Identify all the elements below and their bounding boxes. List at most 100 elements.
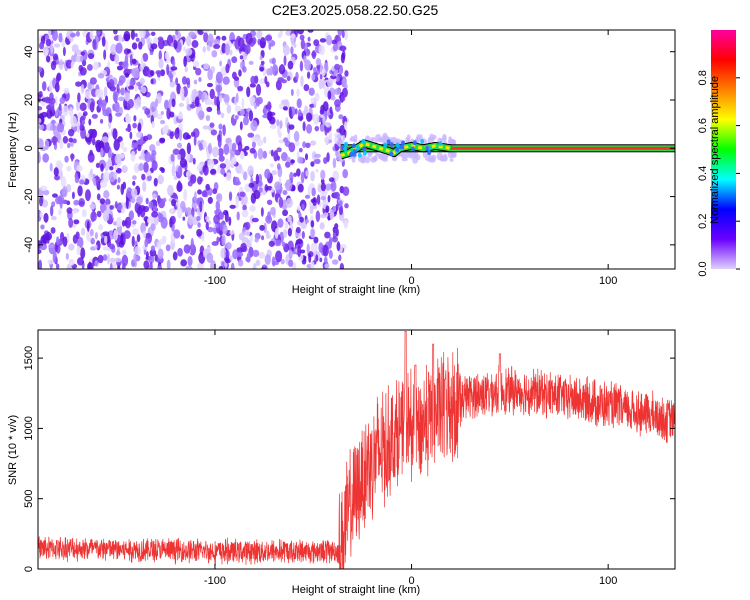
noise-blob — [182, 216, 186, 221]
noise-blob — [288, 142, 296, 153]
noise-blob — [260, 207, 264, 217]
transition-hot-blob — [401, 140, 406, 146]
noise-blob — [296, 98, 302, 109]
noise-blob — [310, 97, 315, 104]
noise-blob — [302, 256, 307, 262]
transition-hot-blob — [362, 150, 367, 156]
noise-blob — [304, 59, 312, 71]
noise-blob — [328, 238, 333, 249]
noise-blob — [311, 50, 317, 60]
colorbar-tick-label: 0.4 — [697, 166, 709, 181]
noise-blob — [282, 190, 288, 196]
noise-blob — [121, 165, 128, 174]
noise-blob — [165, 244, 171, 252]
noise-blob — [68, 243, 75, 251]
noise-blob — [159, 138, 165, 144]
noise-blob — [259, 37, 267, 49]
noise-blob — [327, 194, 331, 203]
noise-blob — [151, 160, 158, 171]
noise-blob — [279, 30, 283, 37]
noise-blob — [52, 60, 57, 66]
noise-blob — [216, 110, 221, 115]
transition-hot-blob — [395, 146, 400, 152]
noise-blob — [102, 210, 110, 222]
noise-blob — [140, 222, 147, 234]
noise-blob — [258, 187, 263, 193]
noise-blob — [336, 75, 340, 83]
noise-blob — [87, 53, 95, 60]
noise-blob — [216, 192, 223, 203]
noise-blob — [207, 142, 212, 155]
y-tick-label: 500 — [23, 490, 35, 508]
noise-blob — [344, 121, 348, 131]
noise-blob — [342, 168, 349, 179]
noise-blob — [223, 143, 230, 156]
noise-blob — [150, 31, 156, 36]
noise-blob — [250, 75, 256, 85]
noise-blob — [337, 30, 343, 36]
noise-blob — [205, 99, 213, 106]
noise-blob — [270, 206, 276, 216]
noise-blob — [98, 97, 103, 109]
spectrogram-ylabel: Frequency (Hz) — [7, 112, 19, 188]
noise-blob — [144, 151, 152, 163]
noise-blob — [229, 204, 237, 209]
noise-blob — [80, 51, 86, 56]
noise-blob — [253, 189, 261, 200]
noise-blob — [295, 239, 303, 245]
noise-blob — [38, 248, 42, 255]
transition-blob — [364, 156, 371, 164]
y-tick-label: -20 — [23, 189, 35, 205]
noise-blob — [147, 217, 151, 224]
noise-blob — [138, 162, 144, 171]
transition-blob — [342, 135, 346, 141]
noise-blob — [319, 109, 325, 115]
noise-blob — [139, 77, 145, 85]
noise-blob — [51, 193, 58, 198]
transition-hot-blob — [389, 151, 394, 157]
noise-blob — [132, 122, 137, 129]
noise-blob — [336, 241, 341, 252]
noise-blob — [87, 152, 95, 163]
transition-blob — [401, 158, 408, 162]
y-tick-label: 40 — [23, 46, 35, 58]
noise-blob — [172, 148, 180, 155]
noise-blob — [181, 76, 188, 85]
noise-blob — [281, 79, 287, 84]
noise-blob — [92, 128, 97, 139]
noise-blob — [103, 49, 107, 60]
noise-blob — [198, 110, 205, 121]
noise-blob — [243, 151, 248, 157]
noise-blob — [285, 197, 293, 209]
noise-blob — [313, 159, 321, 164]
noise-blob — [239, 121, 243, 131]
noise-blob — [296, 168, 301, 177]
noise-blob — [249, 205, 256, 212]
noise-blob — [225, 172, 232, 182]
noise-blob — [305, 142, 311, 148]
noise-blob — [79, 102, 87, 112]
noise-blob — [331, 259, 339, 265]
x-tick-label: -100 — [204, 275, 226, 287]
noise-blob — [325, 205, 330, 213]
noise-blob — [175, 30, 179, 36]
noise-blob — [58, 208, 62, 216]
noise-blob — [89, 228, 94, 237]
transition-blob — [400, 151, 407, 159]
noise-blob — [245, 32, 253, 45]
noise-blob — [121, 262, 126, 269]
noise-blob — [189, 103, 196, 109]
noise-blob — [178, 102, 185, 108]
noise-blob — [329, 209, 335, 220]
noise-blob — [207, 33, 214, 46]
transition-blob — [379, 152, 385, 161]
noise-blob — [70, 115, 77, 128]
noise-blob — [187, 214, 194, 226]
noise-blob — [324, 231, 331, 239]
colorbar-ticks: 0.0 0.2 0.4 0.6 0.8 — [697, 70, 740, 277]
noise-blob — [55, 109, 59, 118]
noise-blob — [55, 74, 60, 85]
noise-blob — [42, 153, 50, 163]
spectrogram-frame — [37, 29, 676, 270]
noise-blob — [176, 83, 181, 95]
